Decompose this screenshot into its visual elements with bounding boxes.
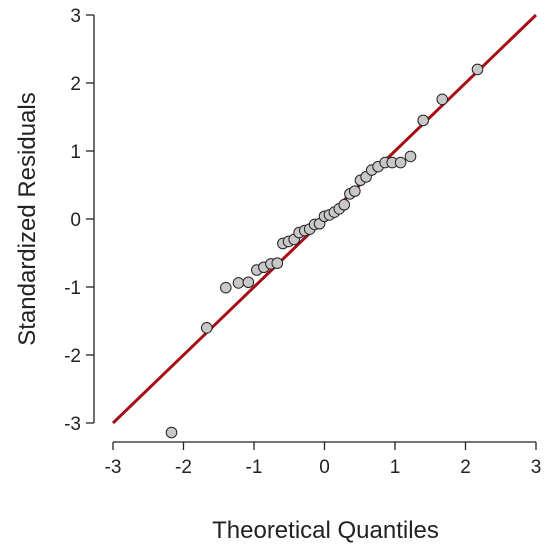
data-point (404, 150, 417, 163)
data-point (242, 276, 255, 289)
x-tick-label: -3 (105, 457, 122, 478)
data-point (165, 426, 178, 439)
data-point (349, 185, 361, 197)
y-axis: -3 -2 -1 0 1 2 3 (64, 6, 95, 435)
x-tick-label: -2 (175, 457, 192, 478)
y-tick-label: 1 (70, 142, 81, 163)
data-point (271, 257, 284, 270)
y-tick-label: 0 (70, 210, 81, 231)
y-tick-label: -3 (64, 414, 81, 435)
data-point (200, 322, 213, 334)
x-tick-label: 3 (531, 457, 542, 478)
data-point (232, 277, 245, 289)
data-point (338, 198, 351, 211)
y-axis-title: Standardized Residuals (14, 92, 41, 346)
data-point (417, 114, 430, 127)
data-point (471, 63, 484, 76)
data-point (394, 156, 407, 169)
x-tick-label: 2 (460, 457, 471, 478)
x-tick-label: 1 (390, 457, 401, 478)
y-tick-label: -2 (64, 346, 81, 367)
x-axis-title: Theoretical Quantiles (212, 517, 439, 544)
data-point (436, 93, 449, 106)
data-point (220, 281, 232, 294)
y-tick-label: 2 (70, 74, 81, 95)
x-tick-label: 0 (319, 457, 330, 478)
y-tick-label: 3 (70, 6, 81, 27)
y-tick-label: -1 (64, 278, 81, 299)
x-tick-label: -1 (246, 457, 263, 478)
data-points (165, 63, 484, 439)
x-axis: -3 -2 -1 0 1 2 3 (105, 441, 542, 478)
